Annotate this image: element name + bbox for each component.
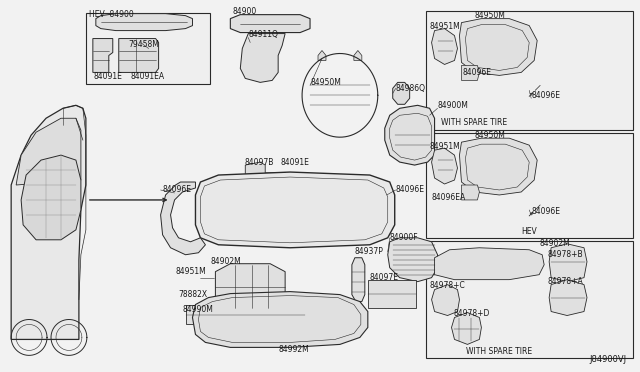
Polygon shape: [119, 39, 159, 73]
Text: 84097E: 84097E: [370, 273, 399, 282]
Bar: [426, 133, 633, 238]
Text: 84096EA: 84096EA: [431, 193, 466, 202]
Text: 84978+D: 84978+D: [454, 309, 490, 318]
Polygon shape: [193, 292, 368, 347]
Text: 79458M: 79458M: [129, 40, 159, 49]
Bar: [186, 305, 305, 324]
Text: 84096E: 84096E: [531, 208, 560, 217]
Text: 84091E: 84091E: [94, 72, 123, 81]
Polygon shape: [385, 105, 435, 165]
Text: 84900F: 84900F: [390, 233, 419, 242]
Polygon shape: [549, 280, 587, 315]
Polygon shape: [352, 258, 365, 302]
Polygon shape: [435, 248, 544, 280]
Text: 84937P: 84937P: [355, 247, 384, 256]
Polygon shape: [388, 238, 438, 282]
Text: 84951M: 84951M: [429, 142, 460, 151]
Polygon shape: [460, 138, 537, 195]
Polygon shape: [431, 285, 460, 315]
Bar: [426, 11, 633, 130]
Text: WITH SPARE TIRE: WITH SPARE TIRE: [442, 118, 508, 127]
Text: 84951M: 84951M: [175, 267, 206, 276]
Polygon shape: [195, 172, 395, 248]
Polygon shape: [11, 105, 86, 339]
Bar: [368, 280, 415, 308]
Text: 78882X: 78882X: [179, 290, 207, 299]
Text: HEV  84900: HEV 84900: [89, 10, 134, 19]
Polygon shape: [393, 82, 410, 104]
Text: 84091E: 84091E: [280, 158, 309, 167]
Polygon shape: [354, 51, 362, 61]
Polygon shape: [431, 29, 458, 64]
Text: 84950M: 84950M: [310, 78, 341, 87]
Text: 84992M: 84992M: [278, 345, 309, 354]
Text: 84900: 84900: [232, 7, 257, 16]
Polygon shape: [216, 264, 285, 310]
Polygon shape: [240, 33, 285, 82]
Text: 84990M: 84990M: [182, 305, 213, 314]
Text: J84900VJ: J84900VJ: [589, 355, 627, 364]
Polygon shape: [318, 51, 326, 61]
Bar: [426, 241, 633, 358]
Text: 84091EA: 84091EA: [131, 72, 165, 81]
Text: 84096E: 84096E: [396, 186, 425, 195]
Text: 84902M: 84902M: [211, 257, 241, 266]
Text: 84950M: 84950M: [474, 11, 506, 20]
Text: 84978+A: 84978+A: [547, 277, 583, 286]
Text: 84978+C: 84978+C: [429, 281, 465, 290]
Text: 84096E: 84096E: [463, 68, 492, 77]
Polygon shape: [161, 182, 205, 255]
Polygon shape: [461, 185, 479, 200]
Text: 84900M: 84900M: [438, 101, 468, 110]
Text: 84902M: 84902M: [539, 239, 570, 248]
Text: 84978+B: 84978+B: [547, 250, 583, 259]
Text: 84096E: 84096E: [531, 91, 560, 100]
Polygon shape: [431, 148, 458, 184]
Polygon shape: [245, 162, 265, 180]
Text: 84097B: 84097B: [244, 158, 274, 167]
Polygon shape: [451, 312, 481, 344]
Text: 84911Q: 84911Q: [248, 30, 278, 39]
Polygon shape: [96, 14, 193, 31]
Polygon shape: [21, 155, 81, 240]
Polygon shape: [230, 15, 310, 33]
Text: HEV: HEV: [522, 227, 537, 236]
Polygon shape: [93, 39, 113, 73]
Polygon shape: [461, 65, 479, 80]
Text: 84096E: 84096E: [163, 186, 191, 195]
Polygon shape: [460, 19, 537, 76]
Bar: [86, 13, 211, 84]
Polygon shape: [16, 118, 81, 185]
Text: 84950M: 84950M: [474, 131, 506, 140]
Text: 84951M: 84951M: [429, 22, 460, 31]
Text: WITH SPARE TIRE: WITH SPARE TIRE: [467, 347, 532, 356]
Text: 84986Q: 84986Q: [396, 84, 426, 93]
Polygon shape: [549, 244, 587, 282]
